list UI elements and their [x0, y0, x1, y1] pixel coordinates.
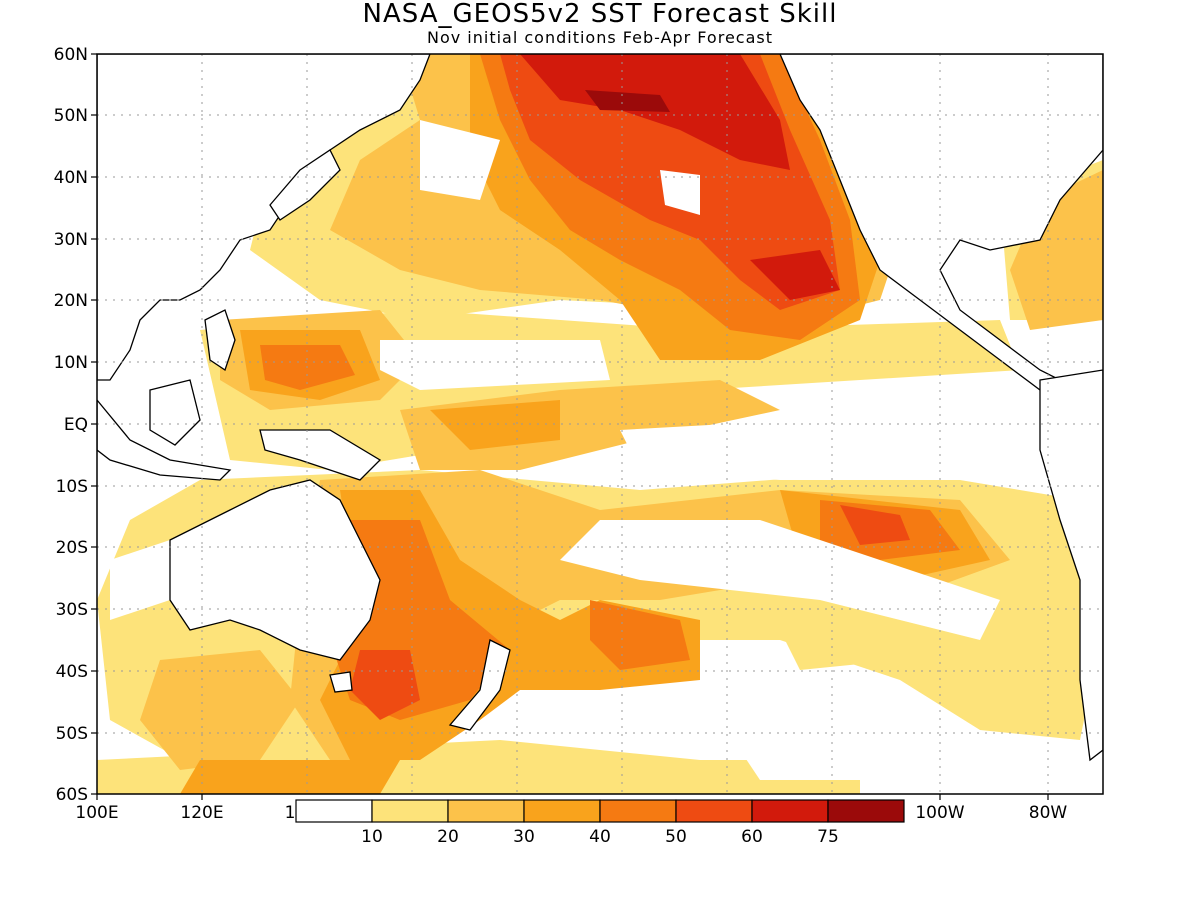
band-l5-south-cell	[350, 650, 420, 720]
band-l3-equator-west	[430, 400, 560, 450]
lat-label-5: 10N	[54, 353, 88, 373]
lat-axis: 60N 50N 40N 30N 20N 10N EQ 10S 20S 30S 4…	[54, 45, 97, 805]
band-l4-south-east-cell	[590, 600, 690, 670]
band-l2-equator	[400, 380, 780, 470]
lon-axis: 100E 120E 1 100W 80W	[75, 794, 1067, 823]
lat-label-10: 40S	[56, 662, 88, 682]
asia-coast	[97, 54, 431, 381]
band-l2-south-west	[140, 650, 300, 770]
colorbar-label-6: 75	[817, 827, 839, 847]
new-zealand	[448, 639, 511, 731]
colorbar-box-1	[371, 799, 449, 823]
lat-label-12: 60S	[56, 785, 88, 805]
lat-label-7: 10S	[56, 477, 88, 497]
lat-label-11: 50S	[56, 724, 88, 744]
lon-label-0: 100E	[75, 803, 118, 823]
north-america	[779, 54, 1103, 391]
lon-label-4: 80W	[1029, 803, 1068, 823]
low-skill-north-east	[660, 170, 700, 215]
australia	[169, 479, 381, 661]
lat-label-3: 30N	[54, 230, 88, 250]
band-l6-gulf-of-alaska	[520, 54, 790, 170]
skill-contours	[97, 54, 1103, 794]
map-subtitle: Nov initial conditions Feb-Apr Forecast	[426, 28, 773, 47]
colorbar-label-1: 20	[437, 827, 459, 847]
lat-label-1: 50N	[54, 106, 88, 126]
low-skill-tropic-west	[380, 340, 610, 390]
band-l2-atlantic	[1010, 170, 1103, 330]
band-l5-se-cell	[840, 505, 910, 545]
south-america	[1039, 369, 1103, 762]
colorbar-label-2: 30	[513, 827, 535, 847]
lat-label-9: 30S	[56, 600, 88, 620]
lon-label-1: 120E	[180, 803, 223, 823]
land-masses	[97, 54, 1103, 762]
map-title: NASA_GEOS5v2 SST Forecast Skill	[362, 0, 838, 29]
lon-label-2: 1	[285, 803, 296, 823]
band-l7-core	[585, 90, 670, 112]
colorbar-box-4	[599, 799, 677, 823]
colorbar-box-3	[523, 799, 601, 823]
band-l6-calif-cell	[750, 250, 840, 300]
low-skill-south-subtrop	[560, 520, 1000, 640]
colorbar-label-5: 60	[741, 827, 763, 847]
borneo	[149, 379, 201, 446]
skill-band-60-75	[520, 54, 840, 300]
lat-label-2: 40N	[54, 168, 88, 188]
colorbar-box-6	[751, 799, 829, 823]
lat-label-4: 20N	[54, 291, 88, 311]
gridlines	[97, 54, 1103, 794]
colorbar-label-3: 40	[589, 827, 611, 847]
colorbar-label-4: 50	[665, 827, 687, 847]
new-guinea	[259, 429, 382, 481]
colorbar-box-5	[675, 799, 753, 823]
lat-label-8: 20S	[56, 538, 88, 558]
colorbar-box-7	[827, 799, 905, 823]
low-skill-north-center	[420, 120, 500, 200]
sumatra-java	[97, 398, 232, 481]
skill-band-75-plus	[585, 90, 670, 112]
colorbar: 10 20 30 40 50 60 75	[295, 799, 905, 847]
japan	[269, 149, 341, 221]
low-skill-southwest	[110, 540, 170, 620]
philippines	[204, 309, 236, 372]
colorbar-box-0	[295, 799, 373, 823]
colorbar-box-2	[447, 799, 525, 823]
lat-label-6: EQ	[64, 415, 88, 435]
tasmania	[329, 671, 353, 693]
band-l3-south-ocean	[180, 760, 400, 794]
colorbar-label-0: 10	[361, 827, 383, 847]
low-skill-south-ocean	[700, 680, 920, 780]
lat-label-0: 60N	[54, 45, 88, 65]
lon-label-3: 100W	[915, 803, 964, 823]
